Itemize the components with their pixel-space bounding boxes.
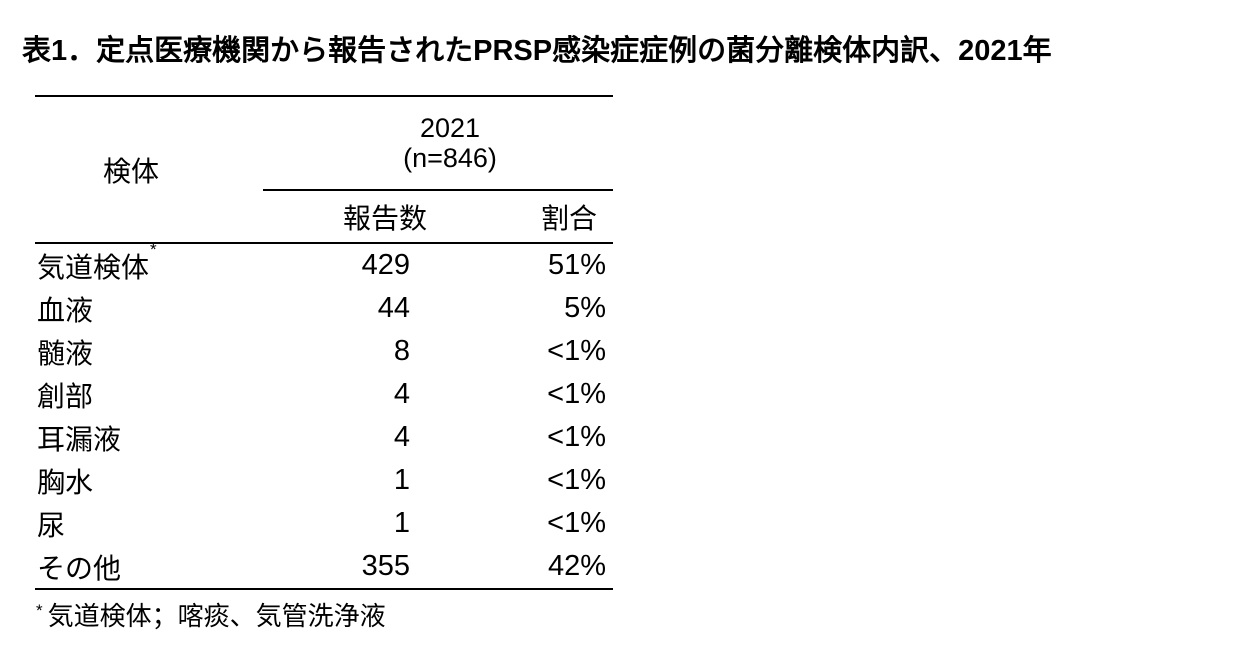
table-row: 胸水 1 <1% [35, 459, 613, 502]
table-body: 気道検体* 429 51% 血液 44 5% 髄液 8 <1% 創部 4 <1%… [35, 240, 613, 588]
table-row: 気道検体* 429 51% [35, 240, 613, 287]
table-footnote: * 気道検体；喀痰、気管洗浄液 [36, 596, 386, 633]
percentage-value: <1% [547, 507, 606, 539]
specimen-table: 検体 2021 (n=846) 報告数 割合 気道検体* 429 51% 血液 [35, 95, 613, 590]
percentage-value: 51% [547, 249, 606, 281]
percentage-value: <1% [547, 421, 606, 453]
table-header: 検体 2021 (n=846) 報告数 割合 [35, 97, 613, 242]
sub-header-row: 報告数 割合 [263, 191, 613, 242]
col-header-report-count: 報告数 [342, 202, 427, 234]
percentage-value: 42% [547, 550, 606, 582]
table-row: 創部 4 <1% [35, 373, 613, 416]
specimen-name: 胸水 [37, 466, 94, 498]
percentage-value: 5% [564, 292, 606, 324]
report-count-value: 8 [393, 335, 410, 367]
specimen-name: 髄液 [37, 337, 94, 369]
specimen-name: 耳漏液 [37, 423, 122, 455]
specimen-label: 尿 [35, 504, 263, 544]
percentage-value: <1% [547, 378, 606, 410]
report-count-value: 1 [393, 464, 410, 496]
percentage-value: <1% [547, 464, 606, 496]
footnote-marker: * [150, 240, 157, 260]
specimen-name: 創部 [37, 380, 94, 412]
specimen-label: その他 [35, 547, 263, 587]
year-label: 2021 [419, 113, 481, 143]
report-count-value: 4 [393, 421, 410, 453]
col-header-percentage: 割合 [540, 202, 597, 234]
table-row: 血液 44 5% [35, 287, 613, 330]
specimen-label: 髄液 [35, 332, 263, 372]
specimen-name: その他 [37, 552, 122, 584]
report-count-value: 1 [393, 507, 410, 539]
specimen-name: 尿 [37, 509, 66, 541]
specimen-name: 血液 [37, 294, 94, 326]
footnote-asterisk: * [36, 601, 43, 620]
report-count-value: 429 [361, 249, 410, 281]
specimen-name: 気道検体 [37, 251, 150, 283]
specimen-label: 気道検体* [35, 240, 263, 286]
footnote-text: 気道検体；喀痰、気管洗浄液 [47, 601, 386, 631]
col-header-year-group: 2021 (n=846) [263, 97, 613, 191]
table-row: 尿 1 <1% [35, 502, 613, 545]
specimen-label: 耳漏液 [35, 418, 263, 458]
table-title: 表1．定点医療機関から報告されたPRSP感染症症例の菌分離検体内訳、2021年 [22, 35, 1052, 67]
table-row: 髄液 8 <1% [35, 330, 613, 373]
report-count-value: 355 [361, 550, 410, 582]
year-column-group: 2021 (n=846) 報告数 割合 [263, 97, 613, 242]
specimen-label: 創部 [35, 375, 263, 415]
report-count-value: 4 [393, 378, 410, 410]
report-count-value: 44 [377, 292, 410, 324]
specimen-label: 胸水 [35, 461, 263, 501]
specimen-label: 血液 [35, 289, 263, 329]
col-header-specimen: 検体 [102, 155, 159, 187]
percentage-value: <1% [547, 335, 606, 367]
table-row: 耳漏液 4 <1% [35, 416, 613, 459]
table-row: その他 355 42% [35, 545, 613, 588]
sample-size-label: (n=846) [403, 143, 497, 173]
